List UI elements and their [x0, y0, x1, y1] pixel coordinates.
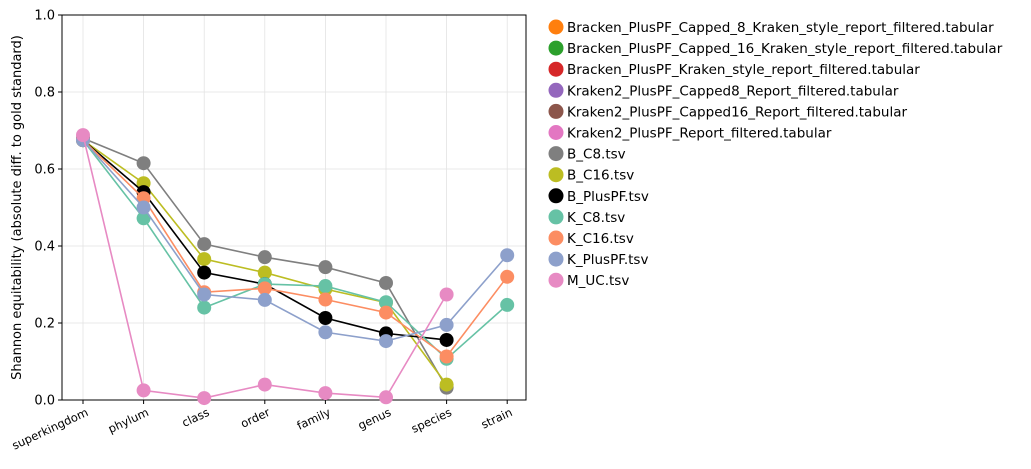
legend-label: K_PlusPF.tsv: [567, 252, 648, 268]
x-tick-label-species: species: [409, 405, 454, 436]
legend-item: M_UC.tsv: [548, 272, 629, 289]
legend-marker: [548, 272, 564, 288]
data-point-class: [197, 287, 212, 302]
legend-item: B_PlusPF.tsv: [548, 188, 649, 205]
data-point-genus: [379, 305, 393, 320]
legend-item: K_C16.tsv: [548, 230, 634, 247]
x-tick-label-family: family: [295, 405, 333, 433]
legend-label: B_C16.tsv: [567, 168, 634, 184]
legend-item: Kraken2_PlusPF_Report_filtered.tabular: [548, 125, 832, 142]
data-point-order: [257, 292, 272, 307]
data-point-genus: [379, 390, 393, 405]
y-tick-label: 0.4: [34, 240, 55, 255]
y-axis-label: Shannon equitability (absolute diff. to …: [10, 35, 25, 380]
legend-label: K_C16.tsv: [567, 231, 634, 247]
data-point-phylum: [136, 200, 151, 215]
data-point-order: [257, 377, 272, 392]
legend-item: K_C8.tsv: [548, 209, 625, 226]
y-tick-label: 0.2: [34, 317, 55, 332]
x-tick-label-order: order: [238, 405, 272, 431]
plot-frame: [61, 14, 527, 401]
data-point-species: [439, 287, 454, 302]
legend-marker: [548, 209, 564, 225]
data-point-family: [318, 292, 333, 307]
data-point-phylum: [136, 383, 151, 398]
legend-marker: [548, 146, 564, 162]
x-tick-label-superkingdom: superkingdom: [10, 405, 91, 453]
legend-item: K_PlusPF.tsv: [548, 251, 648, 268]
data-point-order: [257, 250, 272, 265]
legend-label: M_UC.tsv: [567, 273, 629, 289]
legend-label: B_C8.tsv: [567, 147, 626, 163]
data-point-genus: [379, 275, 393, 290]
legend-marker: [548, 103, 564, 119]
y-tick-label: 0.0: [34, 394, 55, 409]
y-tick-label: 0.8: [34, 86, 55, 101]
data-point-species: [439, 317, 454, 332]
legend: Bracken_PlusPF_Capped_8_Kraken_style_rep…: [548, 19, 1003, 289]
series-area: [76, 128, 515, 406]
legend-label: Kraken2_PlusPF_Capped8_Report_filtered.t…: [567, 83, 899, 99]
x-tick-label-strain: strain: [479, 405, 515, 432]
data-point-phylum: [136, 211, 151, 226]
legend-label: Kraken2_PlusPF_Report_filtered.tabular: [567, 126, 832, 142]
legend-marker: [548, 188, 564, 204]
y-tick-label: 0.6: [34, 163, 55, 178]
x-tick-label-class: class: [180, 405, 212, 430]
legend-label: Bracken_PlusPF_Capped_8_Kraken_style_rep…: [567, 20, 994, 36]
legend-marker: [548, 19, 564, 35]
legend-item: Kraken2_PlusPF_Capped8_Report_filtered.t…: [548, 82, 899, 99]
legend-label: Bracken_PlusPF_Capped_16_Kraken_style_re…: [567, 41, 1003, 57]
legend-label: K_C8.tsv: [567, 210, 625, 226]
data-point-family: [318, 386, 333, 401]
legend-marker: [548, 61, 564, 77]
legend-item: B_C8.tsv: [548, 146, 626, 163]
x-tick-label-phylum: phylum: [106, 405, 151, 436]
data-point-strain: [500, 269, 515, 284]
series-line: [82, 139, 508, 342]
series-line: [82, 139, 508, 358]
data-point-class: [197, 252, 212, 267]
y-tick-label: 1.0: [34, 9, 55, 24]
data-point-family: [318, 325, 333, 340]
x-tick-label-genus: genus: [356, 405, 394, 432]
data-point-genus: [379, 334, 393, 349]
legend-label: Kraken2_PlusPF_Capped16_Report_filtered.…: [567, 104, 907, 120]
data-point-class: [197, 237, 212, 252]
x-axis: superkingdom phylum class order family genus s…: [10, 400, 515, 453]
legend-item: Bracken_PlusPF_Kraken_style_report_filte…: [548, 61, 920, 78]
data-point-family: [318, 279, 333, 294]
data-point-species: [439, 349, 454, 364]
legend-item: Kraken2_PlusPF_Capped16_Report_filtered.…: [548, 103, 907, 120]
data-point-family: [318, 260, 333, 275]
legend-marker: [548, 230, 564, 246]
legend-item: Bracken_PlusPF_Capped_16_Kraken_style_re…: [548, 40, 1003, 57]
data-point-order: [257, 281, 272, 296]
data-point-genus: [379, 295, 393, 310]
data-point-superkingdom: [76, 128, 90, 143]
legend-marker: [548, 125, 564, 140]
data-point-species: [439, 377, 454, 392]
data-point-class: [197, 265, 212, 280]
legend-marker: [548, 82, 564, 98]
data-point-class: [197, 391, 212, 406]
series-K_PlusPF.tsv: [76, 133, 515, 349]
data-point-order: [257, 265, 272, 280]
data-point-species: [439, 332, 454, 347]
legend-item: B_C16.tsv: [548, 167, 634, 184]
legend-item: Bracken_PlusPF_Capped_8_Kraken_style_rep…: [548, 19, 994, 36]
series-M_UC.tsv: [76, 128, 454, 406]
legend-marker: [548, 167, 564, 183]
legend-marker: [548, 40, 564, 56]
data-point-class: [197, 300, 212, 315]
y-axis: 0.0 0.2 0.4 0.6 0.8 1.0: [34, 9, 62, 409]
data-point-phylum: [136, 156, 151, 171]
data-point-family: [318, 310, 333, 325]
data-point-strain: [500, 297, 515, 312]
legend-label: Bracken_PlusPF_Kraken_style_report_filte…: [567, 62, 920, 78]
legend-marker: [548, 251, 564, 267]
data-point-strain: [500, 248, 515, 263]
legend-label: B_PlusPF.tsv: [567, 189, 649, 205]
